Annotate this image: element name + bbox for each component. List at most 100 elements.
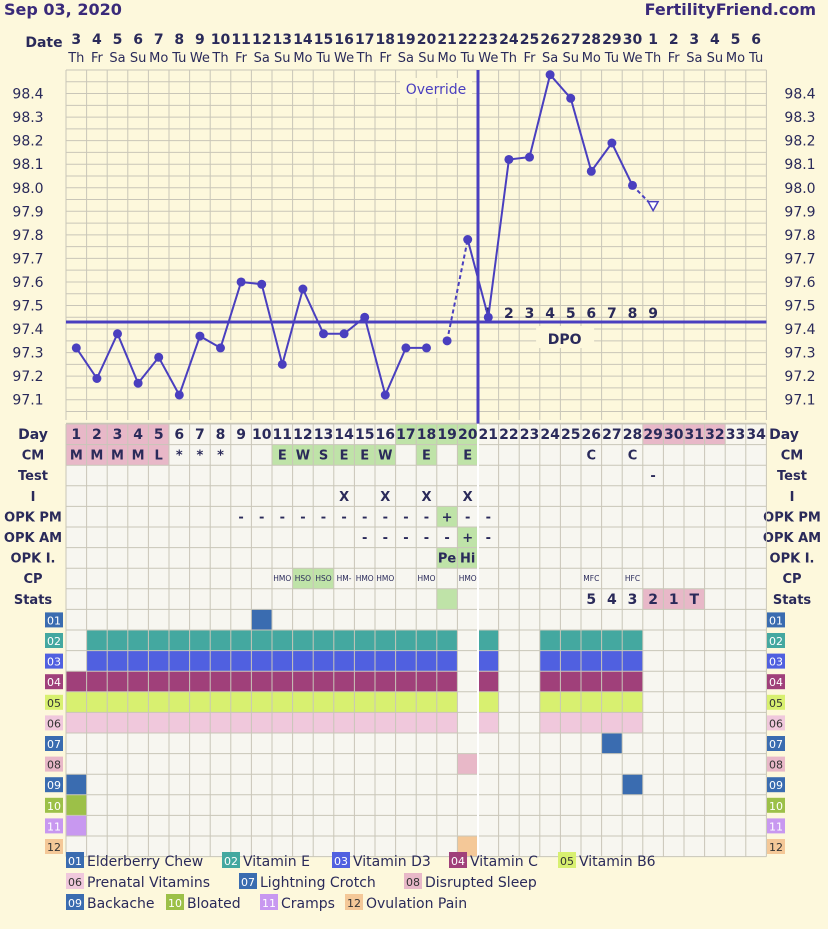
symptom-cell[interactable] — [581, 691, 602, 713]
symptom-cell[interactable] — [560, 712, 581, 733]
temperature-point[interactable] — [401, 343, 411, 353]
symptom-cell[interactable] — [107, 712, 128, 733]
temperature-point[interactable] — [257, 279, 267, 289]
symptom-cell[interactable] — [107, 630, 128, 651]
symptom-cell[interactable] — [251, 650, 272, 672]
temperature-point[interactable] — [360, 312, 370, 322]
symptom-cell[interactable] — [416, 671, 437, 692]
symptom-cell[interactable] — [478, 630, 499, 651]
symptom-cell[interactable] — [375, 650, 396, 672]
symptom-cell[interactable] — [107, 671, 128, 692]
symptom-cell[interactable] — [189, 691, 211, 713]
symptom-cell[interactable] — [127, 691, 149, 713]
symptom-cell[interactable] — [333, 671, 355, 692]
symptom-cell[interactable] — [66, 671, 87, 692]
temperature-point[interactable] — [586, 166, 596, 176]
symptom-cell[interactable] — [66, 794, 87, 816]
symptom-cell[interactable] — [539, 630, 561, 651]
symptom-cell[interactable] — [622, 712, 643, 733]
temperature-point[interactable] — [174, 390, 184, 400]
symptom-cell[interactable] — [292, 630, 314, 651]
symptom-cell[interactable] — [333, 712, 355, 733]
symptom-cell[interactable] — [127, 712, 149, 733]
symptom-cell[interactable] — [86, 712, 108, 733]
symptom-cell[interactable] — [560, 691, 581, 713]
symptom-cell[interactable] — [251, 630, 272, 651]
temperature-point[interactable] — [113, 329, 122, 339]
symptom-cell[interactable] — [354, 691, 375, 713]
symptom-cell[interactable] — [601, 630, 623, 651]
symptom-cell[interactable] — [436, 630, 458, 651]
temperature-point-open[interactable] — [646, 200, 660, 213]
symptom-cell[interactable] — [210, 671, 231, 692]
symptom-cell[interactable] — [148, 691, 169, 713]
symptom-cell[interactable] — [416, 712, 437, 733]
symptom-cell[interactable] — [581, 650, 602, 672]
symptom-cell[interactable] — [581, 671, 602, 692]
temperature-point[interactable] — [463, 235, 473, 245]
symptom-cell[interactable] — [478, 691, 499, 713]
symptom-cell[interactable] — [127, 650, 149, 672]
symptom-cell[interactable] — [478, 650, 499, 672]
symptom-cell[interactable] — [601, 691, 623, 713]
symptom-cell[interactable] — [210, 691, 231, 713]
symptom-cell[interactable] — [395, 691, 417, 713]
symptom-cell[interactable] — [189, 630, 211, 651]
temperature-point[interactable] — [154, 352, 164, 362]
symptom-cell[interactable] — [581, 712, 602, 733]
symptom-cell[interactable] — [333, 691, 355, 713]
symptom-cell[interactable] — [66, 691, 87, 713]
symptom-cell[interactable] — [251, 609, 272, 630]
symptom-cell[interactable] — [210, 712, 231, 733]
symptom-cell[interactable] — [169, 671, 190, 692]
symptom-cell[interactable] — [333, 650, 355, 672]
symptom-cell[interactable] — [375, 630, 396, 651]
temperature-point[interactable] — [216, 343, 225, 353]
symptom-cell[interactable] — [230, 630, 252, 651]
symptom-cell[interactable] — [272, 650, 293, 672]
symptom-cell[interactable] — [189, 671, 211, 692]
symptom-cell[interactable] — [313, 691, 334, 713]
symptom-cell[interactable] — [86, 671, 108, 692]
symptom-cell[interactable] — [66, 712, 87, 733]
temperature-point[interactable] — [298, 284, 308, 294]
symptom-cell[interactable] — [292, 691, 314, 713]
symptom-cell[interactable] — [169, 712, 190, 733]
symptom-cell[interactable] — [436, 671, 458, 692]
symptom-cell[interactable] — [313, 671, 334, 692]
temperature-point[interactable] — [483, 312, 493, 322]
symptom-cell[interactable] — [148, 650, 169, 672]
symptom-cell[interactable] — [169, 630, 190, 651]
symptom-cell[interactable] — [560, 630, 581, 651]
symptom-cell[interactable] — [86, 650, 108, 672]
symptom-cell[interactable] — [272, 691, 293, 713]
symptom-cell[interactable] — [539, 691, 561, 713]
symptom-cell[interactable] — [581, 630, 602, 651]
temperature-point[interactable] — [628, 180, 637, 190]
symptom-cell[interactable] — [457, 753, 478, 775]
symptom-cell[interactable] — [395, 671, 417, 692]
symptom-cell[interactable] — [272, 712, 293, 733]
symptom-cell[interactable] — [189, 650, 211, 672]
symptom-cell[interactable] — [416, 650, 437, 672]
symptom-cell[interactable] — [107, 650, 128, 672]
temperature-point[interactable] — [339, 329, 349, 339]
site-name[interactable]: FertilityFriend.com — [644, 0, 816, 19]
symptom-cell[interactable] — [354, 650, 375, 672]
symptom-cell[interactable] — [601, 712, 623, 733]
symptom-cell[interactable] — [375, 691, 396, 713]
temperature-point[interactable] — [607, 138, 617, 148]
symptom-cell[interactable] — [539, 650, 561, 672]
symptom-cell[interactable] — [601, 733, 623, 754]
symptom-cell[interactable] — [622, 774, 643, 795]
symptom-cell[interactable] — [230, 650, 252, 672]
symptom-cell[interactable] — [436, 650, 458, 672]
symptom-cell[interactable] — [272, 630, 293, 651]
symptom-cell[interactable] — [86, 630, 108, 651]
symptom-cell[interactable] — [292, 712, 314, 733]
symptom-cell[interactable] — [107, 691, 128, 713]
symptom-cell[interactable] — [210, 630, 231, 651]
temperature-point[interactable] — [71, 343, 81, 353]
symptom-cell[interactable] — [86, 691, 108, 713]
symptom-cell[interactable] — [478, 671, 499, 692]
